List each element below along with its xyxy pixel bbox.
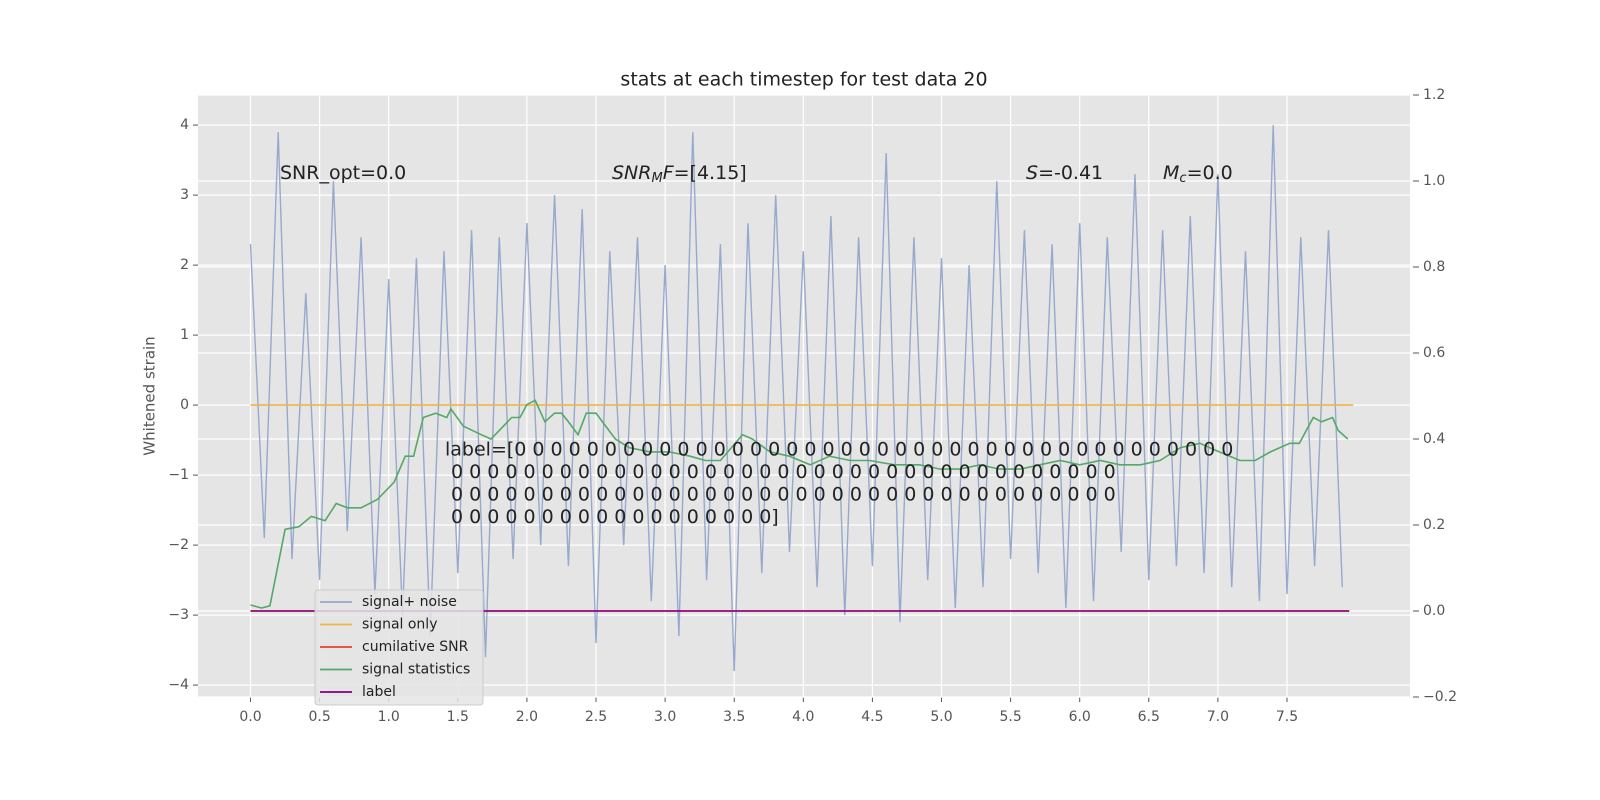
- chart-title: stats at each timestep for test data 20: [620, 69, 987, 91]
- x-tick-label: 1.5: [447, 709, 469, 725]
- y2-tick-label: 0.0: [1423, 603, 1445, 619]
- y-tick-label: −1: [168, 467, 189, 483]
- y-axis-label: Whitened strain: [141, 336, 159, 455]
- x-tick-label: 2.0: [516, 709, 538, 725]
- x-tick-label: 6.0: [1069, 709, 1091, 725]
- label-text: 0 0 0 0 0 0 0 0 0 0 0 0 0 0 0 0 0 0 0 0 …: [445, 484, 1116, 506]
- y2-tick-label: 0.2: [1423, 517, 1445, 533]
- y2-tick-label: 0.4: [1423, 431, 1445, 447]
- annotation-part: S: [1026, 162, 1038, 184]
- annotation: S=-0.41: [1026, 162, 1103, 184]
- annotation-part: M: [1163, 162, 1179, 184]
- x-tick-label: 6.5: [1138, 709, 1160, 725]
- x-tick-label: 4.5: [861, 709, 883, 725]
- legend-label: cumilative SNR: [362, 639, 469, 655]
- y-tick-label: −4: [168, 677, 189, 693]
- legend-label: signal only: [362, 617, 437, 633]
- series-line: [250, 399, 1349, 609]
- annotation-part: SNR_opt=0.0: [280, 162, 406, 184]
- x-tick-label: 1.0: [378, 709, 400, 725]
- annotation-part: M: [651, 171, 662, 186]
- annotation-part: =-0.41: [1038, 162, 1103, 184]
- legend-box: [314, 589, 484, 706]
- x-tick-label: 5.5: [999, 709, 1021, 725]
- y-tick-label: 2: [180, 257, 189, 273]
- annotation: Mc=0.0: [1163, 162, 1233, 186]
- x-tick-label: 0.0: [239, 709, 261, 725]
- x-tick-label: 0.5: [308, 709, 330, 725]
- series-line: [249, 125, 1343, 672]
- annotation-part: SNR: [612, 162, 651, 184]
- y-tick-label: −2: [168, 537, 189, 553]
- x-tick-label: 7.5: [1276, 709, 1298, 725]
- annotation: SNR_opt=0.0: [280, 162, 406, 184]
- y2-tick-label: 1.0: [1423, 173, 1445, 189]
- x-tick-label: 5.0: [930, 709, 952, 725]
- label-text: label=[0 0 0 0 0 0 0 0 0 0 0 0 0 0 0 0 0…: [445, 439, 1233, 461]
- annotation-part: F: [663, 162, 675, 184]
- x-tick-label: 3.0: [654, 709, 676, 725]
- y2-tick-label: 0.6: [1423, 345, 1445, 361]
- annotation-part: c: [1179, 171, 1186, 186]
- y-tick-label: 3: [180, 187, 189, 203]
- label-text: 0 0 0 0 0 0 0 0 0 0 0 0 0 0 0 0 0 0]: [445, 506, 779, 528]
- y-tick-label: −3: [168, 607, 189, 623]
- y-tick-label: 4: [180, 117, 189, 133]
- annotation-part: =[4.15]: [674, 162, 747, 184]
- y2-tick-label: 1.2: [1423, 87, 1445, 103]
- x-tick-label: 4.0: [792, 709, 814, 725]
- annotation: SNRMF=[4.15]: [612, 162, 747, 186]
- y2-tick-label: 0.8: [1423, 259, 1445, 275]
- annotation-part: =0.0: [1187, 162, 1233, 184]
- legend-label: label: [362, 684, 396, 700]
- y-tick-label: 1: [180, 327, 189, 343]
- x-tick-label: 7.0: [1207, 709, 1229, 725]
- y-tick-label: 0: [180, 397, 189, 413]
- x-tick-label: 3.5: [723, 709, 745, 725]
- label-text: 0 0 0 0 0 0 0 0 0 0 0 0 0 0 0 0 0 0 0 0 …: [445, 461, 1116, 483]
- legend-label: signal+ noise: [362, 594, 457, 610]
- x-tick-label: 2.5: [585, 709, 607, 725]
- legend-label: signal statistics: [362, 662, 470, 678]
- y2-tick-label: −0.2: [1423, 689, 1457, 705]
